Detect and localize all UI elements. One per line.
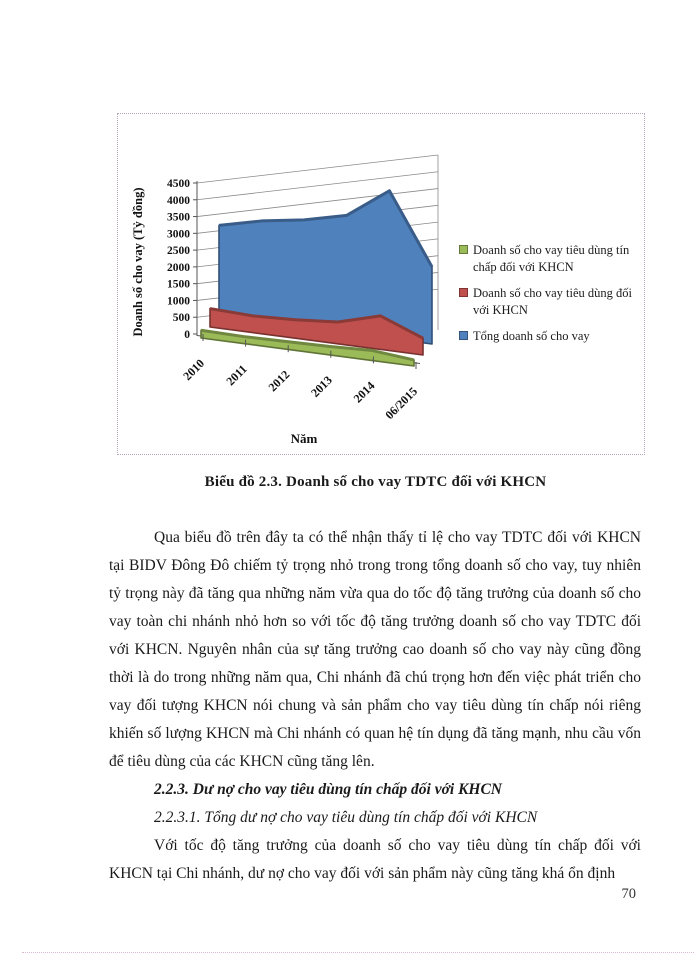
series-ridge-1 — [209, 307, 424, 340]
legend-marker — [459, 245, 468, 254]
x-tick-label: 2010 — [180, 356, 207, 383]
x-tick-label: 2013 — [308, 373, 335, 400]
legend-marker — [459, 287, 468, 297]
legend-marker — [459, 330, 468, 340]
y-tick-label: 1000 — [167, 295, 190, 307]
y-tick-label: 1500 — [167, 279, 190, 291]
x-tick-label: 2012 — [265, 367, 292, 394]
x-tick-label: 2011 — [223, 362, 249, 388]
legend-label: Doanh số cho vay tiêu dùng tín chấp đối … — [473, 243, 630, 274]
page-number: 70 — [621, 886, 637, 902]
y-tick-label: 0 — [184, 329, 190, 341]
x-tick-label: 2014 — [351, 379, 378, 406]
chart-figure: 0 500 1000 1500 2000 2500 3000 3500 4000 4500 2010… — [117, 113, 645, 455]
y-tick-label: 3500 — [167, 212, 190, 224]
y-tick-label: 3000 — [167, 228, 190, 240]
gridline — [196, 171, 439, 201]
figure-caption: Biểu đồ 2.3. Doanh số cho vay TDTC đối v… — [204, 474, 547, 490]
series-ridge-0 — [200, 328, 415, 362]
y-tick-label: 2000 — [167, 262, 190, 274]
page-bottom-divider — [22, 952, 694, 953]
chart-legend: Doanh số cho vay tiêu dùng tín chấp đối … — [459, 242, 641, 353]
x-axis-title: Năm — [291, 431, 318, 446]
legend-item: Tổng doanh số cho vay — [459, 328, 641, 345]
paragraph: Với tốc độ tăng trưởng của doanh số cho … — [109, 837, 641, 882]
y-tick-label: 4500 — [167, 178, 190, 190]
y-tick-label: 500 — [173, 312, 191, 324]
section-heading-2-2-3-1: 2.2.3.1. Tổng dư nợ cho vay tiêu dùng tí… — [154, 809, 538, 826]
y-axis-title: Doanh số cho vay (Tỷ đồng) — [131, 188, 145, 337]
y-tick-label: 2500 — [167, 245, 190, 257]
legend-label: Tổng doanh số cho vay — [473, 328, 590, 343]
gridline — [196, 188, 439, 217]
body-text: Qua biểu đồ trên đây ta có thể nhận thấy… — [109, 524, 641, 888]
legend-label: Doanh số cho vay tiêu dùng đối với KHCN — [473, 285, 633, 317]
series-ridge-2 — [218, 189, 434, 268]
gridline — [196, 154, 439, 184]
section-heading-2-2-3: 2.2.3. Dư nợ cho vay tiêu dùng tín chấp … — [154, 781, 503, 798]
x-tick-label: 06/2015 — [382, 384, 420, 422]
y-tick-label: 4000 — [167, 195, 190, 207]
legend-item: Doanh số cho vay tiêu dùng tín chấp đối … — [459, 242, 641, 276]
legend-item: Doanh số cho vay tiêu dùng đối với KHCN — [459, 285, 641, 319]
paragraph: Qua biểu đồ trên đây ta có thể nhận thấy… — [109, 529, 641, 770]
chart-plot-area: 0 500 1000 1500 2000 2500 3000 3500 4000 4500 2010… — [131, 154, 439, 446]
